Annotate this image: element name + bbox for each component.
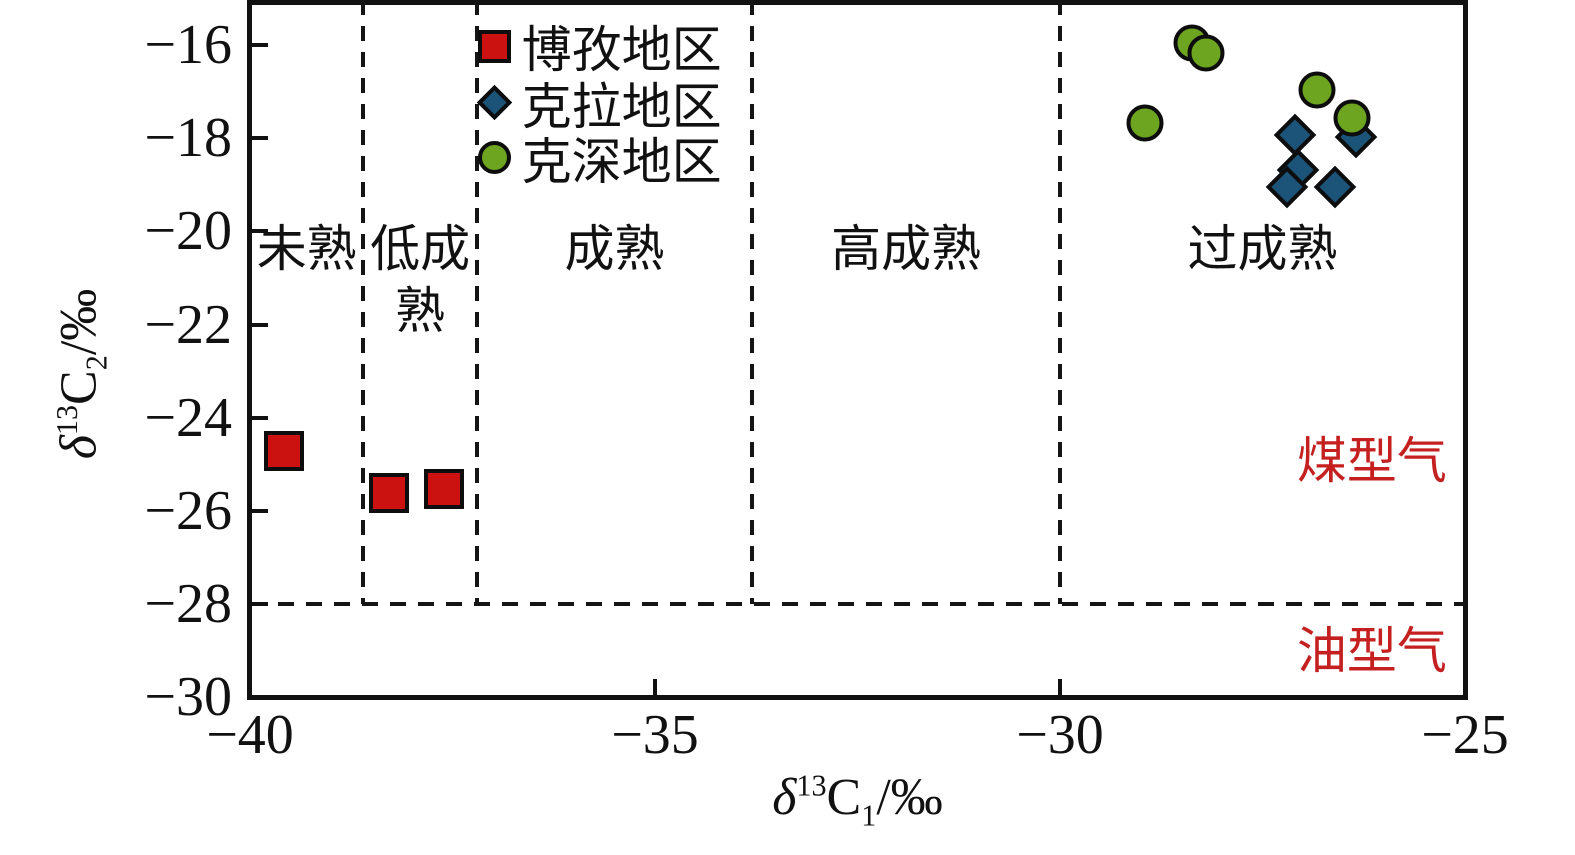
y-tick-label: −20 [144, 200, 232, 263]
y-tick-mark [250, 43, 268, 48]
y-axis-sub: 2 [79, 355, 114, 371]
gas-type-divider-line [250, 601, 1465, 606]
legend-label: 克拉地区 [521, 78, 722, 135]
legend-item-2: 克拉地区 [476, 67, 722, 139]
plot-frame [247, 0, 1468, 700]
x-axis-base: C [826, 769, 862, 826]
legend-item-1: 博孜地区 [477, 10, 722, 82]
zone-label-line: 成熟 [564, 220, 665, 277]
zone-label-line: 熟 [395, 282, 446, 339]
y-tick-mark [250, 322, 268, 327]
data-point-克深地区 [1298, 71, 1336, 109]
y-tick-mark [250, 229, 268, 234]
y-tick-mark [250, 136, 268, 141]
zone-label-3: 成熟 [565, 218, 665, 280]
x-axis-sub: 1 [861, 798, 877, 833]
maturity-boundary-line [361, 0, 366, 604]
y-tick-mark [250, 601, 268, 606]
zone-label-5: 过成熟 [1188, 218, 1338, 280]
zone-label-1: 未熟 [257, 218, 357, 280]
x-axis-sup: 13 [796, 768, 827, 803]
y-axis-delta: δ [50, 435, 108, 460]
y-tick-mark [250, 508, 268, 513]
data-point-克深地区 [1126, 104, 1164, 142]
diamond-legend-marker-icon [476, 85, 512, 121]
zone-label-2: 低成熟 [370, 218, 470, 342]
square-legend-marker-icon [477, 29, 511, 63]
y-tick-label: −18 [144, 107, 232, 170]
zone-label-line: 低成 [370, 220, 471, 277]
zone-label-line: 高成熟 [831, 220, 982, 277]
data-point-博孜地区 [369, 473, 410, 514]
maturity-boundary-line [474, 0, 479, 604]
y-tick-label: −26 [144, 479, 232, 542]
y-axis-title: δ13C2/‰ [49, 289, 114, 460]
x-tick-mark [1058, 679, 1062, 697]
y-tick-label: −24 [144, 386, 232, 449]
data-point-克深地区 [1333, 99, 1371, 137]
x-tick-label: −35 [611, 704, 699, 766]
maturity-boundary-line [750, 0, 755, 604]
y-tick-label: −30 [144, 666, 232, 728]
x-tick-label: −25 [1421, 704, 1509, 766]
y-tick-label: −16 [144, 14, 232, 77]
y-tick-label: −22 [144, 293, 232, 356]
zone-label-line: 过成熟 [1187, 220, 1338, 277]
maturity-boundary-line [1058, 0, 1062, 604]
data-point-克拉地区 [1273, 113, 1317, 157]
data-point-克拉地区 [1314, 165, 1357, 209]
data-point-克深地区 [1187, 34, 1225, 72]
data-point-博孜地区 [264, 431, 305, 472]
x-tick-label: −40 [206, 704, 294, 766]
data-point-博孜地区 [424, 468, 465, 509]
zone-label-line: 未熟 [256, 220, 357, 277]
y-tick-label: −28 [144, 572, 232, 635]
y-axis-suffix: /‰ [50, 288, 108, 356]
region-label-2: 油型气 [1296, 623, 1447, 680]
circle-legend-marker-icon [477, 141, 511, 175]
x-tick-label: −30 [1016, 704, 1104, 766]
legend-item-3: 克深地区 [477, 122, 722, 194]
region-label-1: 煤型气 [1296, 433, 1447, 490]
legend-label: 博孜地区 [521, 22, 722, 79]
x-tick-mark [653, 679, 657, 697]
x-axis-title: δ13C1/‰ [250, 768, 1465, 833]
y-axis-sup: 13 [49, 404, 84, 436]
legend-label: 克深地区 [521, 133, 722, 190]
zone-label-4: 高成熟 [831, 218, 981, 280]
plot-area: −40 −35 −30 −25 −16 −18 −20 −22 −24 −26 −28 −30 未熟 低成… [144, 0, 1509, 766]
x-axis-delta: δ [772, 769, 797, 826]
y-tick-mark [250, 415, 268, 420]
x-axis-suffix: /‰ [876, 769, 943, 826]
y-axis-base: C [50, 370, 108, 405]
